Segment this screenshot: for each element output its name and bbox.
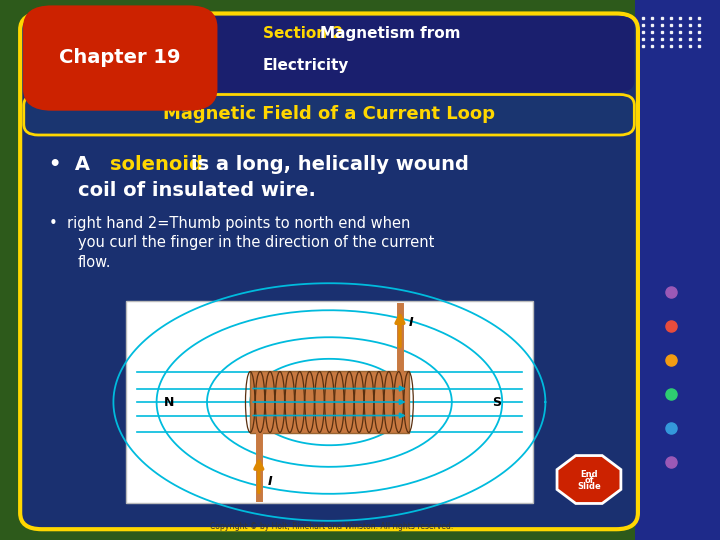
Text: End: End (580, 470, 598, 478)
Text: S: S (492, 395, 501, 409)
Text: I: I (268, 475, 272, 488)
Text: is a long, helically wound: is a long, helically wound (191, 155, 469, 174)
Text: of: of (584, 476, 594, 484)
Text: Copyright © by Holt, Rinehart and Winston. All rights reserved.: Copyright © by Holt, Rinehart and Winsto… (210, 522, 453, 531)
Text: flow.: flow. (78, 255, 112, 271)
FancyBboxPatch shape (20, 14, 638, 529)
Text: N: N (164, 395, 174, 409)
Text: solenoid: solenoid (110, 155, 203, 174)
Text: Magnetism from: Magnetism from (320, 26, 461, 41)
Bar (0, 0, 29, 540)
Text: •  A: • A (49, 155, 96, 174)
Text: Electricity: Electricity (263, 58, 349, 73)
FancyBboxPatch shape (251, 371, 409, 433)
FancyBboxPatch shape (635, 0, 720, 540)
Text: Chapter 19: Chapter 19 (60, 48, 181, 68)
Text: Magnetic Field of a Current Loop: Magnetic Field of a Current Loop (163, 105, 495, 124)
FancyBboxPatch shape (126, 301, 533, 503)
FancyBboxPatch shape (24, 94, 634, 135)
Text: I: I (409, 316, 413, 329)
Text: •  right hand 2=Thumb points to north end when: • right hand 2=Thumb points to north end… (49, 215, 410, 231)
Text: you curl the finger in the direction of the current: you curl the finger in the direction of … (78, 235, 434, 251)
FancyBboxPatch shape (23, 5, 217, 111)
Text: Section 2: Section 2 (263, 26, 343, 41)
FancyBboxPatch shape (24, 16, 634, 92)
Text: coil of insulated wire.: coil of insulated wire. (78, 180, 315, 200)
Text: Slide: Slide (577, 482, 600, 491)
